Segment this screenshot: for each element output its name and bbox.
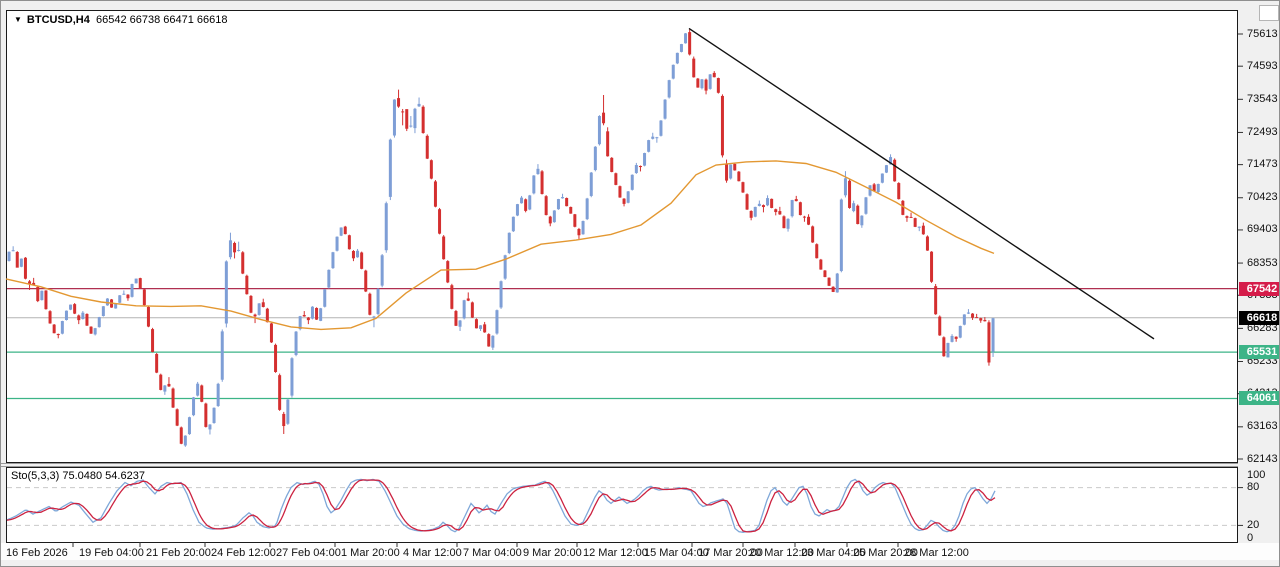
price-badge-66618: 66618 [1239,310,1279,325]
price-tick-label: 74593 [1247,59,1278,72]
stochastic-label: Sto(5,3,3) 75.0480 54.6237 [11,470,145,482]
symbol-title: ▼ BTCUSD,H4 66542 66738 66471 66618 [14,14,228,26]
stochastic-plot[interactable] [6,467,1238,543]
sto-axis-label: 20 [1247,518,1260,531]
time-axis-strip [1,543,1279,560]
date-label: 12 Mar 12:00 [583,547,648,559]
date-label: 16 Feb 2026 [6,547,68,559]
date-label: 21 Feb 20:00 [146,547,211,559]
symbol-ohlc: 66542 66738 66471 66618 [96,14,228,26]
price-tick-label: 73543 [1247,92,1278,105]
chevron-down-icon[interactable]: ▼ [14,15,22,24]
date-label: 23 Mar 04:00 [801,547,866,559]
date-label: 9 Mar 20:00 [523,547,582,559]
date-label: 15 Mar 04:00 [644,547,709,559]
date-label: 19 Feb 04:00 [79,547,144,559]
price-tick-label: 68353 [1247,256,1278,269]
date-label: 17 Mar 20:00 [698,547,763,559]
symbol-name: BTCUSD,H4 [26,14,90,26]
main-chart-plot[interactable] [6,10,1238,463]
price-tick-label: 69403 [1247,223,1278,236]
sto-axis-label: 80 [1247,481,1260,494]
price-badge-65531: 65531 [1239,345,1279,360]
corner-widget [1259,5,1279,21]
date-label: 20 Mar 12:00 [749,547,814,559]
price-badge-64061: 64061 [1239,391,1279,406]
date-label: 4 Mar 12:00 [403,547,462,559]
date-label: 28 Mar 12:00 [904,547,969,559]
panel-splitter[interactable] [1,463,1238,467]
date-label: 24 Feb 12:00 [211,547,276,559]
price-tick-label: 71473 [1247,158,1278,171]
price-tick-label: 63163 [1247,420,1278,433]
date-label: 25 Mar 20:00 [853,547,918,559]
date-label: 7 Mar 04:00 [463,547,522,559]
sto-axis-label: 0 [1247,531,1254,544]
date-label: 27 Feb 04:00 [276,547,341,559]
price-badge-67542: 67542 [1239,281,1279,296]
date-label: 1 Mar 20:00 [341,547,400,559]
price-tick-label: 62143 [1247,452,1278,465]
sto-axis-label: 100 [1247,468,1266,481]
price-tick-label: 70423 [1247,191,1278,204]
price-tick-label: 75613 [1247,27,1278,40]
price-tick-label: 66283 [1247,321,1278,334]
price-tick-label: 72493 [1247,125,1278,138]
